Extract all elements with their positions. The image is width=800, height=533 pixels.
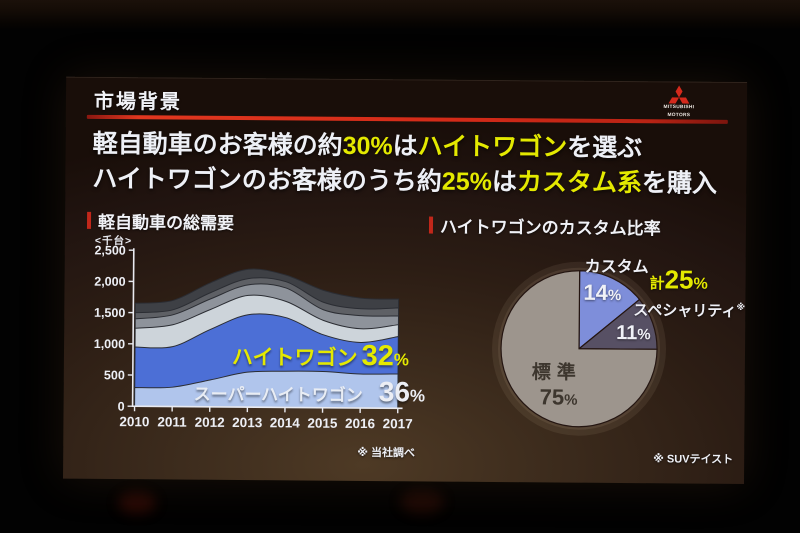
mitsubishi-diamonds-icon <box>668 85 690 104</box>
pie-chart-svg <box>492 261 667 436</box>
percent-sign: % <box>637 326 651 344</box>
headline-text: 軽自動車のお客様の約 <box>92 129 343 160</box>
photo-light-glint <box>118 492 156 514</box>
slide-section-title: 市場背景 <box>93 90 183 114</box>
total-prefix: 計 <box>649 275 665 293</box>
red-bullet-bar <box>428 216 434 234</box>
percent-sign: % <box>393 350 410 370</box>
annotation-height-wagon: ハイトワゴン 32 % <box>232 339 409 373</box>
annotation-share-value: 32 <box>361 340 394 373</box>
x-tick-label: 2013 <box>232 415 263 430</box>
logo-brand-text-2: MOTORS <box>667 111 691 118</box>
pie-total-callout: 計 25 % <box>649 264 707 295</box>
pie-slice-カスタム <box>578 270 641 350</box>
photo-light-glint <box>400 490 444 514</box>
y-tick-label: 2,000 <box>94 275 125 289</box>
pie-chart-title: ハイトワゴンのカスタム比率 <box>428 213 661 240</box>
area-chart-title-text: 軽自動車の総需要 <box>97 212 235 234</box>
percent-sign: % <box>693 275 708 293</box>
annotation-label: ハイトワゴン <box>231 345 358 370</box>
pie-slice-標準 <box>500 270 658 428</box>
headline-text: ハイトワゴンのお客様のうち約 <box>92 164 442 196</box>
y-tick-label: 1,500 <box>94 306 125 320</box>
y-tick-label: 2,500 <box>94 243 125 257</box>
percent-sign: % <box>607 286 622 305</box>
headline-line-2: ハイトワゴンのお客様のうち約25%はカスタム系を購入 <box>92 162 717 202</box>
total-number: 25 <box>664 264 694 295</box>
red-bullet-bar <box>86 211 92 229</box>
pie-value-number: 75 <box>539 384 565 410</box>
pie-value-number: 14 <box>583 279 609 305</box>
pie-value-standard: 75 % <box>540 384 578 410</box>
x-tick-label: 2012 <box>195 415 225 430</box>
area-chart-svg: 0 500 1,000 1,500 2,000 2,500 2010 2011 2012 2013… <box>94 243 413 431</box>
x-tick-label: 2015 <box>307 416 338 431</box>
pie-label-text: スペシャリティ <box>633 302 737 320</box>
area-chart-footnote: ※ 当社調べ <box>357 446 416 460</box>
headline-highlight: ハイトワゴン <box>417 132 568 162</box>
logo-brand-text-1: MITSUBISHI <box>663 103 695 110</box>
x-tick-label: 2011 <box>157 414 187 429</box>
percent-sign: % <box>564 391 578 409</box>
photo-background-texture <box>0 0 800 30</box>
pie-label-standard: 標準 <box>531 362 582 384</box>
mitsubishi-motors-logo: MITSUBISHI MOTORS <box>651 85 707 120</box>
pie-value-specialty: 11 % <box>616 322 651 345</box>
footnote-marker: ※ <box>736 301 746 313</box>
red-divider-line <box>86 114 728 124</box>
headline-text: は <box>491 168 518 197</box>
annotation-label: スーパーハイトワゴン <box>193 384 363 406</box>
headline-highlight: カスタム系 <box>516 168 643 198</box>
percent-sign: % <box>409 386 426 406</box>
annotation-super-height-wagon: スーパーハイトワゴン 36 % <box>194 375 426 409</box>
pie-value-custom: 14 % <box>583 280 621 306</box>
presentation-slide: 市場背景 軽自動車のお客様の約30%はハイトワゴンを選ぶ ハイトワゴンのお客様の… <box>63 76 748 485</box>
headline-highlight: 30% <box>342 131 393 161</box>
x-tick-label: 2010 <box>119 414 149 429</box>
headline-highlight: 25% <box>441 167 493 197</box>
headline-text: を選ぶ <box>567 133 643 163</box>
pie-value-number: 11 <box>616 322 638 345</box>
y-tick-label: 500 <box>104 368 125 382</box>
headline-text: は <box>392 132 418 161</box>
y-tick-label: 0 <box>118 400 125 414</box>
pie-label-custom: カスタム <box>584 258 649 277</box>
pie-label-specialty: スペシャリティ※ <box>633 299 745 321</box>
pie-chart-title-text: ハイトワゴンのカスタム比率 <box>439 217 661 239</box>
annotation-share-value: 36 <box>378 376 411 408</box>
x-tick-label: 2016 <box>345 416 376 431</box>
headline-text: を購入 <box>641 169 718 198</box>
area-chart-title: 軽自動車の総需要 <box>86 208 235 234</box>
area-layer-super-height-wagon <box>134 370 399 409</box>
x-tick-label: 2017 <box>383 416 413 431</box>
headline-line-1: 軽自動車のお客様の約30%はハイトワゴンを選ぶ <box>92 127 717 167</box>
x-tick-label: 2014 <box>270 415 301 430</box>
headline: 軽自動車のお客様の約30%はハイトワゴンを選ぶ ハイトワゴンのお客様のうち約25… <box>92 127 717 202</box>
pie-chart-footnote: ※ SUVテイスト <box>653 453 734 466</box>
y-tick-label: 1,000 <box>94 337 125 351</box>
